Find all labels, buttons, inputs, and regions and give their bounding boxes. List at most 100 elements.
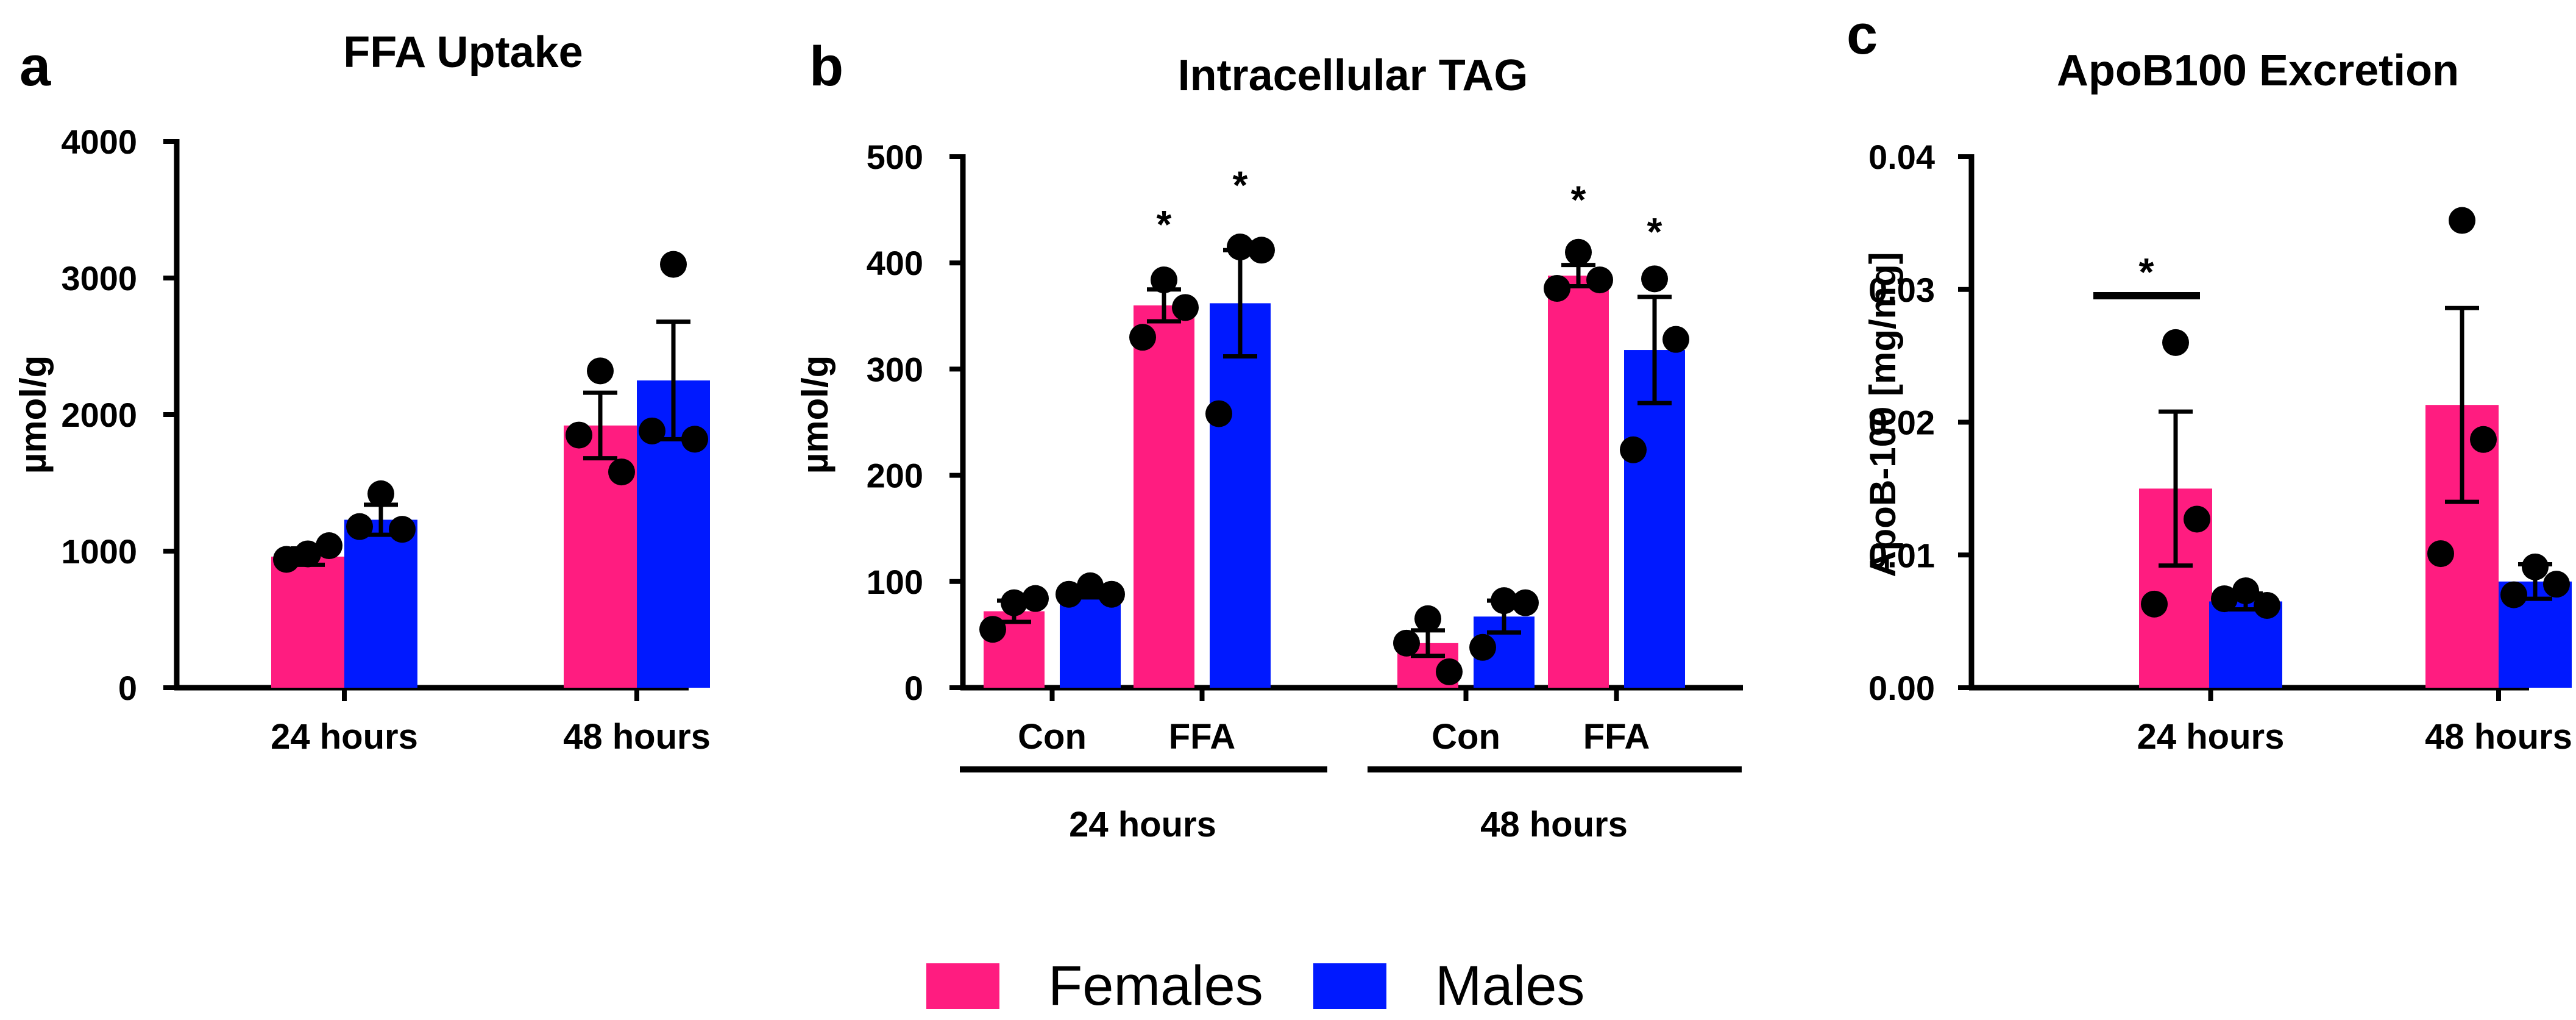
y-tick-label: 0 bbox=[904, 669, 923, 707]
x-tick-label: FFA bbox=[1583, 717, 1650, 757]
data-point bbox=[2162, 329, 2189, 356]
x-tick-label: 48 hours bbox=[2425, 717, 2572, 757]
data-point bbox=[2470, 426, 2497, 453]
data-point bbox=[1151, 266, 1177, 294]
y-tick-label: 300 bbox=[867, 350, 923, 388]
legend-label: Females bbox=[1048, 955, 1263, 1017]
data-point bbox=[1586, 266, 1613, 294]
y-tick-label: 500 bbox=[867, 138, 923, 176]
data-point bbox=[1491, 587, 1517, 615]
data-point bbox=[639, 417, 665, 444]
y-tick-label: 400 bbox=[867, 244, 923, 282]
y-tick-label: 0.00 bbox=[1868, 669, 1935, 707]
data-point bbox=[1620, 436, 1647, 463]
data-point bbox=[1227, 234, 1254, 261]
data-point bbox=[1469, 633, 1496, 661]
panel-label-a: a bbox=[20, 35, 51, 98]
y-tick-label: 100 bbox=[867, 563, 923, 601]
data-point bbox=[1205, 400, 1232, 427]
data-point bbox=[367, 480, 394, 507]
y-axis-label: µmol/g bbox=[13, 355, 54, 474]
data-point bbox=[1512, 589, 1539, 616]
bar bbox=[1548, 276, 1609, 688]
data-point bbox=[2184, 505, 2210, 533]
data-point bbox=[1129, 324, 1156, 351]
data-point bbox=[587, 357, 614, 385]
x-tick-label: Con bbox=[1432, 717, 1500, 757]
data-point bbox=[1001, 589, 1027, 616]
data-point bbox=[1565, 238, 1592, 266]
data-point bbox=[346, 513, 373, 540]
panel-label-b: b bbox=[809, 35, 843, 98]
x-tick-label: 24 hours bbox=[2137, 717, 2285, 757]
bar bbox=[1210, 303, 1271, 688]
data-point bbox=[2254, 591, 2280, 619]
data-point bbox=[2141, 590, 2168, 618]
legend-swatch-females bbox=[926, 963, 999, 1009]
y-tick-label: 1000 bbox=[61, 532, 137, 571]
data-point bbox=[608, 458, 635, 486]
chart-title: Intracellular TAG bbox=[1178, 51, 1528, 100]
significance-star: * bbox=[1157, 202, 1172, 246]
significance-star: * bbox=[1233, 163, 1248, 207]
data-point bbox=[1077, 572, 1104, 599]
x-tick-label: 24 hours bbox=[271, 717, 418, 757]
data-point bbox=[2232, 577, 2259, 605]
panel-label-c: c bbox=[1847, 4, 1878, 66]
data-point bbox=[2500, 581, 2527, 608]
data-point bbox=[1393, 629, 1420, 657]
y-axis-label: µmol/g bbox=[795, 355, 836, 474]
x-tick-label: 48 hours bbox=[563, 717, 711, 757]
chart-title: ApoB100 Excretion bbox=[2057, 46, 2459, 95]
data-point bbox=[566, 421, 592, 449]
y-tick-label: 0.04 bbox=[1868, 138, 1935, 176]
data-point bbox=[1414, 605, 1441, 632]
group-label: 24 hours bbox=[1069, 805, 1216, 844]
y-tick-label: 0.03 bbox=[1868, 271, 1935, 309]
x-tick-label: Con bbox=[1018, 717, 1087, 757]
data-point bbox=[2211, 585, 2238, 613]
y-tick-label: 0 bbox=[118, 669, 137, 707]
x-tick-label: FFA bbox=[1169, 717, 1236, 757]
chart-title: FFA Uptake bbox=[343, 28, 583, 77]
bar bbox=[271, 556, 344, 688]
legend-label: Males bbox=[1435, 955, 1584, 1017]
data-point bbox=[1662, 326, 1689, 353]
y-tick-label: 2000 bbox=[61, 396, 137, 434]
data-point bbox=[316, 532, 342, 560]
y-tick-label: 0.01 bbox=[1868, 536, 1935, 574]
data-point bbox=[1056, 580, 1082, 608]
data-point bbox=[2543, 571, 2570, 598]
y-tick-label: 4000 bbox=[61, 123, 137, 161]
data-point bbox=[979, 616, 1006, 643]
data-point bbox=[1641, 265, 1668, 293]
bar bbox=[1060, 592, 1121, 688]
data-point bbox=[389, 516, 416, 543]
group-label: 48 hours bbox=[1480, 805, 1628, 844]
data-point bbox=[1022, 585, 1049, 612]
bar bbox=[1134, 305, 1194, 688]
data-point bbox=[294, 540, 321, 568]
significance-star: * bbox=[1647, 210, 1662, 254]
bar bbox=[1624, 350, 1685, 688]
significance-star: * bbox=[1571, 178, 1586, 222]
data-point bbox=[1098, 580, 1125, 608]
data-point bbox=[1172, 294, 1199, 321]
data-point bbox=[2449, 207, 2475, 234]
data-point bbox=[1436, 658, 1463, 685]
y-tick-label: 0.02 bbox=[1868, 404, 1935, 442]
data-point bbox=[681, 426, 708, 453]
y-tick-label: 3000 bbox=[61, 259, 137, 298]
data-point bbox=[1544, 275, 1570, 302]
data-point bbox=[660, 251, 687, 278]
significance-star: * bbox=[2139, 250, 2154, 294]
data-point bbox=[2522, 553, 2549, 580]
data-point bbox=[2427, 540, 2454, 568]
legend-swatch-males bbox=[1313, 963, 1386, 1009]
data-point bbox=[273, 546, 300, 573]
y-tick-label: 200 bbox=[867, 457, 923, 495]
data-point bbox=[1248, 237, 1275, 264]
y-axis-label: ApoB-100 [mg/mg] bbox=[1862, 252, 1903, 577]
bar bbox=[344, 519, 417, 688]
